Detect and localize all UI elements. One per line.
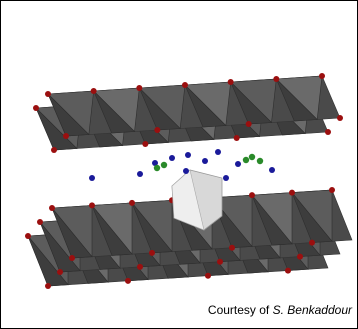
oxygen-atom: [228, 79, 234, 85]
oxygen-atom: [319, 73, 325, 79]
oxygen-atom: [49, 205, 55, 211]
cation: [89, 175, 95, 181]
crystal-structure: [0, 0, 358, 329]
oxygen-atom: [309, 240, 315, 246]
caption-author: S. Benkaddour: [273, 303, 352, 317]
oxygen-atom: [137, 264, 143, 270]
cation: [235, 161, 241, 167]
oxygen-atom: [205, 273, 211, 279]
cation: [183, 168, 189, 174]
oxygen-atom: [37, 219, 43, 225]
oxygen-atom: [149, 250, 155, 256]
oxygen-atom: [91, 88, 97, 94]
oxygen-atom: [182, 82, 188, 88]
oxygen-atom: [69, 255, 75, 261]
oxygen-atom: [285, 268, 291, 274]
oxygen-atom: [229, 245, 235, 251]
oxygen-atom: [33, 105, 39, 111]
cation: [137, 171, 143, 177]
oxygen-atom: [154, 127, 160, 133]
oxygen-atom: [45, 91, 51, 97]
oxygen-atom: [273, 76, 279, 82]
oxygen-atom: [63, 133, 69, 139]
oxygen-atom: [57, 269, 63, 275]
caption: Courtesy of S. Benkaddour: [208, 303, 352, 317]
water-molecule: [257, 158, 263, 164]
water-molecule: [154, 165, 160, 171]
oxygen-atom: [51, 147, 57, 153]
oxygen-atom: [249, 192, 255, 198]
oxygen-atom: [234, 135, 240, 141]
oxygen-atom: [337, 115, 343, 121]
cation: [202, 158, 208, 164]
oxygen-atom: [246, 121, 252, 127]
oxygen-atom: [217, 259, 223, 265]
oxygen-atom: [329, 187, 335, 193]
page: Courtesy of S. Benkaddour (() => { const…: [0, 0, 358, 329]
water-molecule: [243, 157, 249, 163]
oxygen-atom: [297, 254, 303, 260]
oxygen-atom: [129, 200, 135, 206]
cation: [215, 149, 221, 155]
cation: [185, 152, 191, 158]
oxygen-atom: [325, 129, 331, 135]
oxygen-atom: [289, 190, 295, 196]
cation: [269, 167, 275, 173]
oxygen-atom: [89, 202, 95, 208]
oxygen-atom: [125, 278, 131, 284]
oxygen-atom: [136, 85, 142, 91]
cation: [169, 155, 175, 161]
caption-prefix: Courtesy of: [208, 303, 269, 317]
water-molecule: [249, 154, 255, 160]
water-molecule: [161, 162, 167, 168]
cation: [223, 175, 229, 181]
oxygen-atom: [142, 141, 148, 147]
oxygen-atom: [45, 283, 51, 289]
oxygen-atom: [25, 233, 31, 239]
